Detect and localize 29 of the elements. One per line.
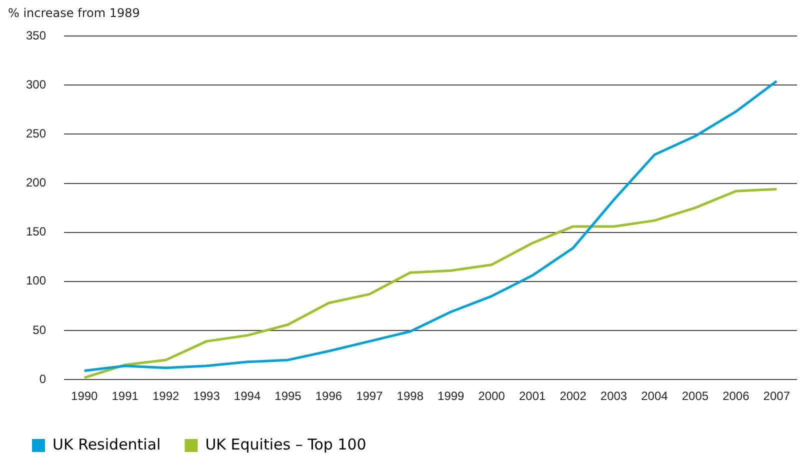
y-tick-label: 100: [26, 274, 46, 288]
legend-label: UK Equities – Top 100: [205, 435, 366, 454]
x-tick-label: 2004: [641, 389, 668, 404]
x-tick-label: 1998: [396, 389, 424, 404]
x-tick-label: 2000: [478, 389, 506, 404]
x-tick-label: 2003: [600, 389, 628, 404]
y-tick-label: 350: [26, 28, 46, 42]
x-tick-label: 1991: [112, 389, 139, 404]
y-tick-label: 0: [39, 372, 46, 386]
x-tick-label: 1992: [152, 389, 180, 404]
x-tick-label: 1990: [71, 389, 98, 404]
x-tick-label: 2006: [722, 389, 750, 404]
x-tick-label: 2005: [682, 389, 709, 404]
x-tick-label: 2007: [763, 389, 790, 404]
y-axis-title: % increase from 1989: [8, 6, 140, 20]
x-tick-label: 1999: [438, 389, 465, 404]
y-tick-label: 150: [26, 224, 46, 239]
y-tick-label: 250: [26, 126, 46, 140]
x-tick-label: 1994: [234, 389, 261, 404]
x-tick-label: 2001: [518, 389, 546, 404]
legend-label: UK Residential: [52, 435, 161, 454]
y-tick-label: 50: [32, 322, 46, 337]
x-tick-label: 2002: [560, 389, 587, 404]
y-tick-label: 200: [26, 176, 46, 190]
x-tick-label: 1993: [193, 389, 220, 404]
x-tick-label: 1997: [356, 389, 384, 404]
x-tick-label: 1996: [315, 389, 342, 404]
y-tick-label: 300: [26, 77, 46, 92]
x-tick-label: 1995: [274, 389, 302, 404]
